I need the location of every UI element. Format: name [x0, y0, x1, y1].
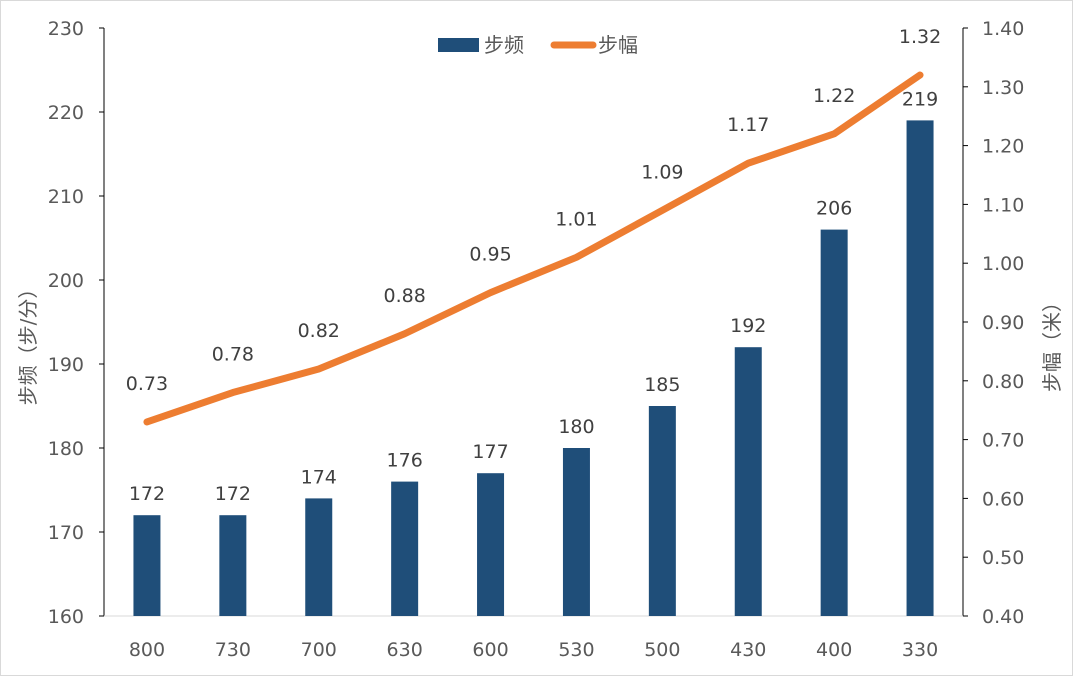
bar	[391, 482, 418, 616]
x-tick-label: 630	[387, 639, 423, 661]
left-tick-label: 210	[48, 186, 84, 208]
x-tick-label: 530	[558, 639, 594, 661]
step-length-line	[147, 75, 920, 422]
right-axis-title: 步幅（米）	[1040, 292, 1064, 392]
left-tick-label: 190	[48, 354, 84, 376]
left-tick-label: 170	[48, 522, 84, 544]
x-tick-label: 400	[816, 639, 852, 661]
bar-value-label: 180	[558, 416, 594, 438]
bar	[649, 406, 676, 616]
left-tick-label: 220	[48, 102, 84, 124]
line-value-label: 0.78	[212, 344, 254, 366]
bar	[219, 515, 246, 616]
right-tick-label: 1.20	[982, 136, 1024, 158]
bar-value-label: 174	[301, 466, 337, 488]
right-tick-label: 0.40	[982, 606, 1024, 628]
bar-value-label: 176	[387, 450, 423, 472]
bar-value-label: 177	[472, 441, 508, 463]
right-tick-label: 1.00	[982, 253, 1024, 275]
line-value-label: 0.73	[126, 373, 168, 395]
line-value-label: 1.09	[641, 161, 683, 183]
axes: 160 170 180 190 200 210 220 230 0.40 0.50 0.60 0.70…	[48, 18, 1025, 661]
line-value-label: 1.01	[555, 208, 597, 230]
bar	[907, 120, 934, 616]
x-tick-label: 800	[129, 639, 165, 661]
bar-value-label: 172	[129, 483, 165, 505]
bar-series	[133, 120, 933, 616]
data-labels: 172 172 174 176 177 180 185 192 206 219 0.73 0.78 0.…	[126, 26, 941, 505]
bar-value-label: 185	[644, 374, 680, 396]
bar-value-label: 172	[215, 483, 251, 505]
x-tick-label: 730	[215, 639, 251, 661]
line-value-label: 1.32	[899, 26, 941, 48]
line-value-label: 0.95	[469, 244, 511, 266]
right-tick-label: 0.70	[982, 430, 1024, 452]
right-tick-label: 0.80	[982, 371, 1024, 393]
legend-swatch-bar	[438, 38, 479, 52]
bar	[563, 448, 590, 616]
right-tick-label: 1.30	[982, 77, 1024, 99]
right-tick-label: 1.10	[982, 194, 1024, 216]
legend: 步频 步幅	[438, 33, 638, 57]
x-tick-label: 500	[644, 639, 680, 661]
x-tick-label: 600	[472, 639, 508, 661]
left-tick-label: 230	[48, 18, 84, 40]
line-series	[147, 75, 920, 422]
bar-value-label: 206	[816, 198, 852, 220]
right-tick-label: 0.60	[982, 488, 1024, 510]
bar-value-label: 192	[730, 315, 766, 337]
bar	[821, 230, 848, 616]
right-tick-label: 1.40	[982, 18, 1024, 40]
right-tick-label: 0.50	[982, 547, 1024, 569]
x-tick-label: 700	[301, 639, 337, 661]
bar	[133, 515, 160, 616]
legend-label-line: 步幅	[598, 33, 638, 57]
bar	[305, 498, 332, 616]
left-tick-label: 160	[48, 606, 84, 628]
line-value-label: 0.88	[383, 285, 425, 307]
left-tick-label: 180	[48, 438, 84, 460]
left-tick-label: 200	[48, 270, 84, 292]
line-value-label: 0.82	[298, 320, 340, 342]
right-tick-label: 0.90	[982, 312, 1024, 334]
x-tick-label: 330	[902, 639, 938, 661]
bar	[477, 473, 504, 616]
left-axis-title: 步频（步/分）	[16, 279, 40, 406]
bar	[735, 347, 762, 616]
line-value-label: 1.22	[813, 85, 855, 107]
bar-value-label: 219	[902, 88, 938, 110]
line-value-label: 1.17	[727, 114, 769, 136]
x-tick-label: 430	[730, 639, 766, 661]
legend-label-bar: 步频	[484, 33, 524, 57]
